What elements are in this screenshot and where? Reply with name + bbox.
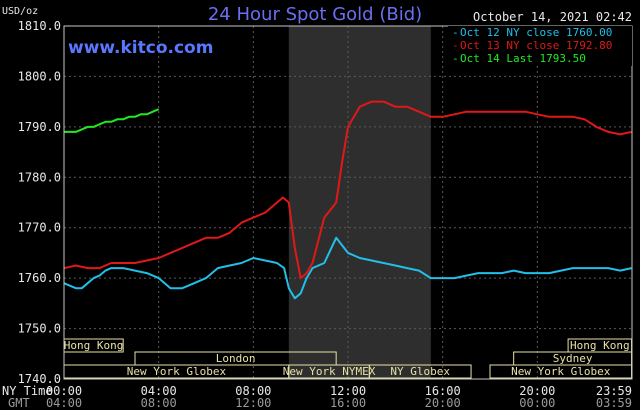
x-tick-label-ny: 23:59 xyxy=(596,384,632,398)
gmt-label: GMT xyxy=(8,396,30,410)
market-session-box xyxy=(368,364,472,379)
market-session-label: Sydney xyxy=(553,352,593,365)
y-tick-label: 1770.0 xyxy=(18,221,61,235)
y-tick-label: 1790.0 xyxy=(18,120,61,134)
market-session-label: Hong Kong xyxy=(570,339,630,352)
y-tick-label: 1740.0 xyxy=(18,372,61,386)
x-tick-label-ny: 12:00 xyxy=(330,384,366,398)
x-tick-label-gmt: 04:00 xyxy=(46,396,82,410)
legend-entry-0: Oct 12 NY close 1760.00 xyxy=(460,26,612,39)
market-session-label: Hong Kong xyxy=(64,339,124,352)
x-tick-label-ny: 00:00 xyxy=(46,384,82,398)
market-session-label: New York Globex xyxy=(127,365,227,378)
ny-time-label: NY Time xyxy=(2,384,53,398)
y-tick-label: 1810.0 xyxy=(18,19,61,33)
legend-marker-2: - xyxy=(452,52,459,65)
x-tick-label-ny: 16:00 xyxy=(425,384,461,398)
y-tick-label: 1750.0 xyxy=(18,322,61,336)
x-tick-label-gmt: 20:00 xyxy=(425,396,461,410)
x-tick-label-gmt: 16:00 xyxy=(330,396,366,410)
legend: - Oct 12 NY close 1760.00 - Oct 13 NY cl… xyxy=(448,26,632,66)
website-watermark[interactable]: www.kitco.com xyxy=(68,38,213,58)
x-tick-label-gmt: 03:59 xyxy=(596,396,632,410)
market-session-label: New York NYMEX xyxy=(283,365,376,378)
x-tick-label-gmt: 00:00 xyxy=(519,396,555,410)
chart-date: October 14, 2021 02:42 xyxy=(473,10,632,24)
series-line-0 xyxy=(63,236,632,300)
y-tick-label: 1800.0 xyxy=(18,69,61,83)
market-session-label: London xyxy=(216,352,256,365)
series-line-2 xyxy=(64,108,160,133)
y-tick-label: 1780.0 xyxy=(18,170,61,184)
x-tick-label-ny: 04:00 xyxy=(141,384,177,398)
legend-marker-1: - xyxy=(452,39,459,52)
y-axis-unit: USD/oz xyxy=(2,6,38,17)
market-session-label: New York Globex xyxy=(511,365,611,378)
y-tick-label: 1760.0 xyxy=(18,271,61,285)
legend-background xyxy=(448,26,632,66)
legend-entry-1: Oct 13 NY close 1792.80 xyxy=(460,39,612,52)
nymex-session-highlight xyxy=(288,26,431,379)
x-tick-label-gmt: 12:00 xyxy=(235,396,271,410)
plot-frame xyxy=(63,25,633,380)
x-tick-label-ny: 08:00 xyxy=(235,384,271,398)
legend-entry-2: Oct 14 Last 1793.50 xyxy=(460,52,586,65)
series-line-1 xyxy=(63,100,632,280)
market-session-label: NY Globex xyxy=(390,365,450,378)
legend-marker-0: - xyxy=(452,26,459,39)
x-tick-label-gmt: 08:00 xyxy=(141,396,177,410)
chart-title: 24 Hour Spot Gold (Bid) xyxy=(208,4,422,25)
x-tick-label-ny: 20:00 xyxy=(519,384,555,398)
